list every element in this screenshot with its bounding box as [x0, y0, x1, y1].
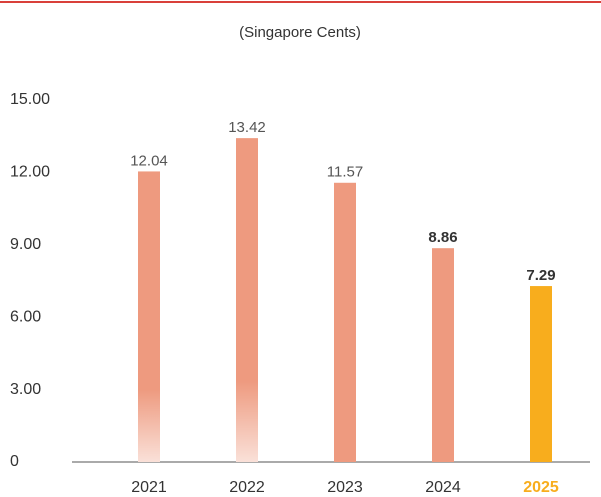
- value-label: 13.42: [228, 119, 266, 136]
- bar: [530, 286, 552, 462]
- value-label: 11.57: [327, 164, 363, 181]
- chart-subtitle: (Singapore Cents): [239, 24, 361, 41]
- bar: [334, 182, 356, 462]
- value-label: 12.04: [130, 152, 168, 169]
- y-tick-label: 12.00: [10, 164, 50, 181]
- value-label: 7.29: [526, 267, 555, 284]
- y-tick-label: 15.00: [10, 91, 50, 108]
- x-tick-label: 2023: [327, 479, 363, 496]
- bar: [432, 248, 454, 462]
- y-tick-label: 3.00: [10, 381, 41, 398]
- bar-fade: [138, 171, 160, 462]
- y-tick-label: 0: [10, 453, 19, 470]
- value-label: 8.86: [428, 229, 457, 246]
- x-tick-label: 2024: [425, 479, 461, 496]
- x-tick-label: 2021: [131, 479, 167, 496]
- x-tick-label: 2022: [229, 479, 265, 496]
- x-tick-label: 2025: [523, 479, 559, 496]
- bar-fade: [236, 138, 258, 462]
- y-tick-label: 9.00: [10, 236, 41, 253]
- y-tick-label: 6.00: [10, 308, 41, 325]
